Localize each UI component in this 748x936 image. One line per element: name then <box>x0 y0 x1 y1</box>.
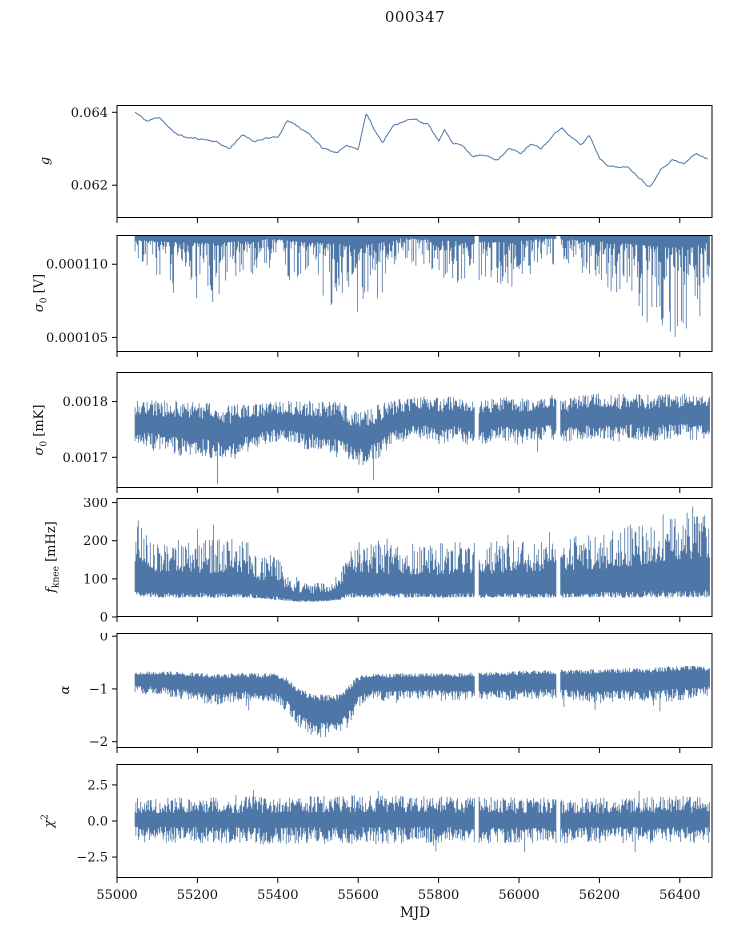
svg-text:0.0017: 0.0017 <box>63 451 109 466</box>
svg-text:56400: 56400 <box>659 888 700 903</box>
y-axis-label-sigma0-mk: σ0 [mK] <box>31 404 50 456</box>
panel-plot-alpha: −2 −1 0 <box>89 633 713 753</box>
svg-text:55200: 55200 <box>177 888 218 903</box>
svg-text:300: 300 <box>83 498 108 511</box>
svg-text:200: 200 <box>83 534 108 549</box>
y-axis-label-alpha: α <box>57 685 73 695</box>
svg-text:55000: 55000 <box>96 888 137 903</box>
svg-text:55600: 55600 <box>338 888 379 903</box>
svg-text:100: 100 <box>83 572 108 587</box>
svg-text:−1: −1 <box>89 682 108 697</box>
panel-plot-g: 0.062 0.064 <box>71 105 713 223</box>
panel-plot-sigma0-v: 0.000105 0.000110 <box>46 235 713 357</box>
svg-text:0: 0 <box>100 611 108 626</box>
x-axis-label: MJD <box>399 905 431 921</box>
panel-plot-fknee: 0 100 200 300 <box>83 498 713 626</box>
svg-text:−2.5: −2.5 <box>76 851 108 866</box>
panel-plot-chi2: −2.5 0.0 2.5 55000 55200 55400 55600 55800 56000… <box>76 764 713 903</box>
svg-text:0.0: 0.0 <box>87 815 108 830</box>
svg-text:0.062: 0.062 <box>71 179 108 194</box>
y-axis-label-sigma0-v: σ0 [V] <box>31 273 50 313</box>
svg-text:0.064: 0.064 <box>71 106 108 121</box>
svg-text:0.000105: 0.000105 <box>46 331 108 346</box>
y-axis-label-fknee: fknee [mHz] <box>43 521 62 593</box>
svg-text:56000: 56000 <box>498 888 539 903</box>
svg-text:56200: 56200 <box>579 888 620 903</box>
svg-text:0.000110: 0.000110 <box>46 258 108 273</box>
svg-text:2.5: 2.5 <box>87 778 108 793</box>
figure-title: 000347 <box>384 8 446 26</box>
svg-text:−2: −2 <box>89 735 108 750</box>
svg-text:0: 0 <box>100 633 108 645</box>
svg-text:55400: 55400 <box>257 888 298 903</box>
y-axis-label-chi2: χ2 <box>40 814 57 828</box>
svg-text:0.0018: 0.0018 <box>63 395 109 410</box>
y-axis-label-g: g <box>37 156 53 166</box>
svg-text:55800: 55800 <box>418 888 459 903</box>
panel-plot-sigma0-mk: 0.0017 0.0018 <box>63 372 713 493</box>
